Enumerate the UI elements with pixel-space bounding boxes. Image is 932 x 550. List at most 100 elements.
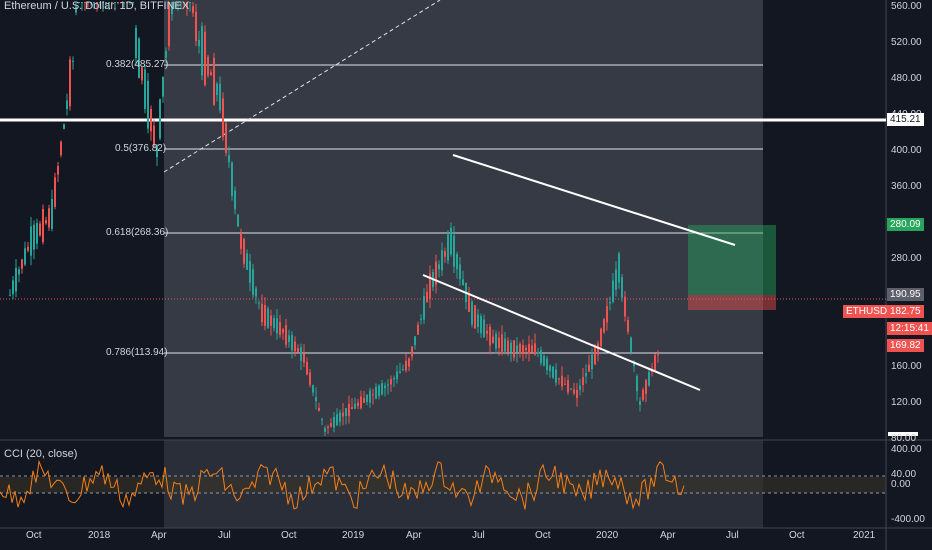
price-tick: 400.00: [891, 145, 922, 156]
candle-body: [222, 98, 224, 137]
candle-body: [66, 100, 68, 109]
candle-body: [219, 83, 221, 111]
candle-body: [531, 345, 533, 353]
bar-countdown-tag: 12:15:41: [887, 322, 932, 335]
candle-body: [150, 108, 152, 132]
candle-body: [201, 25, 203, 76]
candle-body: [450, 227, 452, 255]
candle-body: [234, 190, 236, 210]
target-zone[interactable]: [688, 225, 776, 295]
candle-body: [540, 350, 542, 364]
candle-body: [648, 371, 650, 386]
candle-body: [207, 56, 209, 76]
candle-body: [249, 261, 251, 283]
candle-body: [597, 343, 599, 355]
candle-body: [570, 388, 572, 390]
candle-body: [657, 354, 659, 356]
candle-body: [231, 162, 233, 196]
candle-body: [615, 269, 617, 290]
candle-body: [360, 396, 362, 409]
candle-body: [171, 2, 173, 15]
candle-body: [576, 389, 578, 399]
candle-body: [174, 2, 176, 3]
candle-body: [144, 69, 146, 110]
candle-body: [177, 2, 179, 3]
candle-body: [213, 57, 215, 106]
entry-price-tag: 190.95: [887, 288, 924, 301]
candle-body: [117, 2, 119, 3]
candle-body: [39, 223, 41, 236]
candle-body: [135, 27, 137, 59]
candle-body: [435, 261, 437, 285]
candle-body: [138, 38, 140, 79]
candle-body: [636, 376, 638, 392]
candle-body: [120, 2, 122, 3]
candle-body: [246, 253, 248, 270]
candle-body: [156, 144, 158, 158]
candle-body: [255, 288, 257, 297]
candle-body: [198, 39, 200, 47]
candle-body: [270, 315, 272, 326]
candle-body: [333, 416, 335, 428]
cci-tick-0: 0.00: [891, 479, 911, 490]
candle-body: [504, 338, 506, 352]
candle-body: [522, 345, 524, 353]
candle-body: [372, 394, 374, 396]
candle-body: [579, 385, 581, 390]
candle-body: [492, 336, 494, 344]
candle-body: [273, 318, 275, 329]
candle-body: [18, 269, 20, 275]
candle-body: [78, 2, 80, 3]
candle-body: [420, 318, 422, 320]
candle-body: [237, 214, 239, 227]
candle-body: [378, 385, 380, 396]
candle-body: [30, 226, 32, 256]
channel-lower-line[interactable]: [422, 274, 701, 391]
candle-body: [612, 280, 614, 302]
candle-body: [483, 319, 485, 338]
price-candles[interactable]: [9, 2, 659, 436]
candle-body: [351, 407, 353, 410]
candle-body: [228, 155, 230, 163]
candle-body: [501, 334, 503, 354]
candle-body: [261, 303, 263, 323]
candle-body: [27, 246, 29, 251]
candle-body: [639, 401, 641, 405]
candle-body: [525, 347, 527, 351]
chart-title: Ethereum / U.S. Dollar, 1D, BITFINEX: [4, 0, 190, 12]
time-tick: Jul: [472, 530, 485, 541]
fib-label-0618: 0.618(268.36): [106, 227, 169, 238]
candle-body: [534, 343, 536, 355]
candle-body: [471, 301, 473, 325]
scale-handle[interactable]: [888, 432, 918, 436]
fib-label-0382: 0.382(485.27): [106, 59, 169, 70]
candle-body: [606, 306, 608, 323]
candle-body: [486, 330, 488, 334]
channel-upper-line[interactable]: [452, 154, 736, 246]
candle-body: [384, 385, 386, 389]
candle-body: [339, 412, 341, 422]
candle-body: [87, 2, 89, 3]
candle-body: [75, 6, 77, 13]
candle-body: [129, 2, 131, 3]
candle-body: [624, 296, 626, 317]
time-tick: Oct: [789, 530, 805, 541]
candle-body: [183, 2, 185, 3]
candle-body: [438, 264, 440, 270]
candle-body: [393, 378, 395, 380]
candle-body: [552, 366, 554, 378]
stop-zone[interactable]: [688, 295, 776, 310]
candle-body: [180, 2, 182, 3]
stop-price-tag: 169.82: [887, 339, 924, 352]
candle-body: [165, 51, 167, 58]
candle-body: [468, 293, 470, 312]
candle-body: [267, 308, 269, 328]
candle-body: [102, 2, 104, 3]
dashed-trend-line[interactable]: [163, 0, 441, 173]
candle-body: [537, 352, 539, 354]
candle-body: [195, 11, 197, 41]
candle-body: [60, 141, 62, 156]
candle-body: [345, 408, 347, 416]
candle-body: [444, 251, 446, 257]
